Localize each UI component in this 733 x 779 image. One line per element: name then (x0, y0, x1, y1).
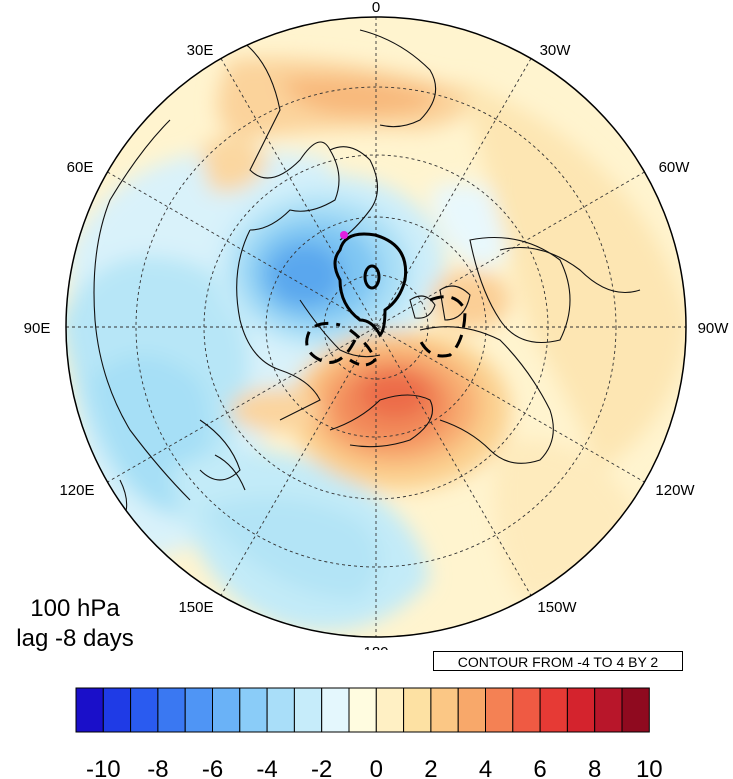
colorbar-box (157, 687, 186, 733)
colorbar-tick-label: 8 (588, 756, 601, 779)
colorbar-box (375, 687, 405, 733)
colorbar-box (239, 687, 268, 733)
colorbar-box (485, 687, 514, 733)
colorbar-box (594, 687, 623, 733)
lon-label-60e: 60E (67, 159, 94, 176)
colorbar-box (102, 687, 132, 733)
polar-map: 0 30W 60W 90W 120W 150W 180 150E 120E 90… (24, 0, 730, 650)
colorbar-boxes (75, 687, 650, 733)
colorbar-box (512, 687, 541, 733)
lon-label-120e: 120E (59, 482, 94, 499)
colorbar-box (184, 687, 213, 733)
lon-label-30e: 30E (187, 42, 214, 59)
magenta-star-marker (340, 231, 348, 239)
colorbar-labels: -10 -8 -6 -4 -2 0 2 4 6 8 10 (86, 756, 663, 779)
lon-label-150w: 150W (537, 599, 577, 616)
longitude-labels: 0 30W 60W 90W 120W 150W 180 150E 120E 90… (24, 0, 730, 650)
lon-label-0: 0 (372, 0, 380, 16)
colorbar-box (266, 687, 295, 733)
lon-label-90w: 90W (698, 320, 730, 337)
level-title: 100 hPa (30, 595, 120, 622)
shaded-anomaly-field (66, 17, 686, 637)
colorbar: -10 -8 -6 -4 -2 0 2 4 6 8 10 (75, 687, 663, 779)
colorbar-box (75, 687, 104, 733)
longitude-grid (66, 17, 686, 637)
lon-label-90e: 90E (24, 320, 51, 337)
colorbar-box (293, 687, 323, 733)
colorbar-tick-label: -10 (86, 756, 121, 779)
colorbar-box (403, 687, 432, 733)
colorbar-tick-label: -2 (311, 756, 332, 779)
lon-label-180: 180 (363, 644, 388, 650)
colorbar-tick-label: 4 (479, 756, 492, 779)
colorbar-tick-label: -6 (202, 756, 223, 779)
lag-title: lag -8 days (16, 625, 134, 652)
colorbar-box (348, 687, 377, 733)
colorbar-tick-label: -4 (256, 756, 277, 779)
colorbar-box (566, 687, 596, 733)
colorbar-tick-label: -8 (147, 756, 168, 779)
lon-label-30w: 30W (540, 42, 572, 59)
colorbar-tick-label: 10 (636, 756, 663, 779)
colorbar-box (130, 687, 159, 733)
colorbar-box (457, 687, 487, 733)
lon-label-150e: 150E (178, 599, 213, 616)
lon-label-60w: 60W (659, 159, 691, 176)
bold-contours (305, 232, 467, 367)
colorbar-tick-label: 6 (533, 756, 546, 779)
colorbar-box (539, 687, 568, 733)
colorbar-box (430, 687, 459, 733)
colorbar-box (621, 687, 650, 733)
colorbar-box (212, 687, 241, 733)
coastlines (93, 29, 641, 516)
colorbar-tick-label: 0 (370, 756, 383, 779)
contour-info-box: CONTOUR FROM -4 TO 4 BY 2 (433, 651, 683, 671)
colorbar-tick-label: 2 (424, 756, 437, 779)
map-border (65, 16, 687, 638)
colorbar-box (321, 687, 350, 733)
lon-label-120w: 120W (655, 482, 695, 499)
